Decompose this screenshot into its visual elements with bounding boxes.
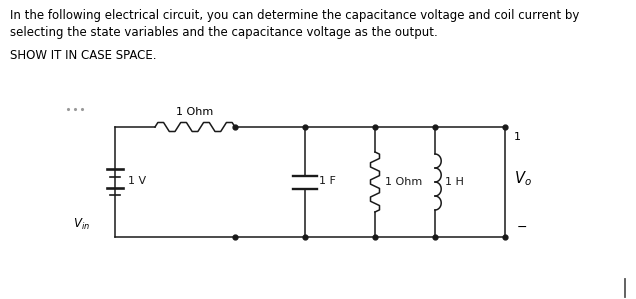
Text: 1 Ohm: 1 Ohm xyxy=(385,177,422,187)
Text: $V_o$: $V_o$ xyxy=(514,170,532,188)
Text: selecting the state variables and the capacitance voltage as the output.: selecting the state variables and the ca… xyxy=(10,26,438,39)
Text: −: − xyxy=(517,220,527,234)
Text: $V_{in}$: $V_{in}$ xyxy=(73,217,90,232)
Text: In the following electrical circuit, you can determine the capacitance voltage a: In the following electrical circuit, you… xyxy=(10,9,579,22)
Text: 1: 1 xyxy=(514,132,521,142)
Text: 1 H: 1 H xyxy=(445,177,464,187)
Text: 1 V: 1 V xyxy=(128,176,146,186)
Text: 1 F: 1 F xyxy=(319,176,336,186)
Text: SHOW IT IN CASE SPACE.: SHOW IT IN CASE SPACE. xyxy=(10,49,156,62)
Text: 1 Ohm: 1 Ohm xyxy=(176,107,214,117)
